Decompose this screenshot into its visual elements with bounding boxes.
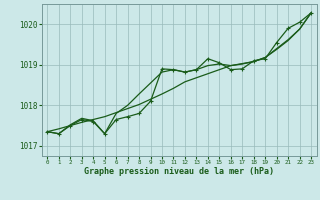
X-axis label: Graphe pression niveau de la mer (hPa): Graphe pression niveau de la mer (hPa) [84, 167, 274, 176]
